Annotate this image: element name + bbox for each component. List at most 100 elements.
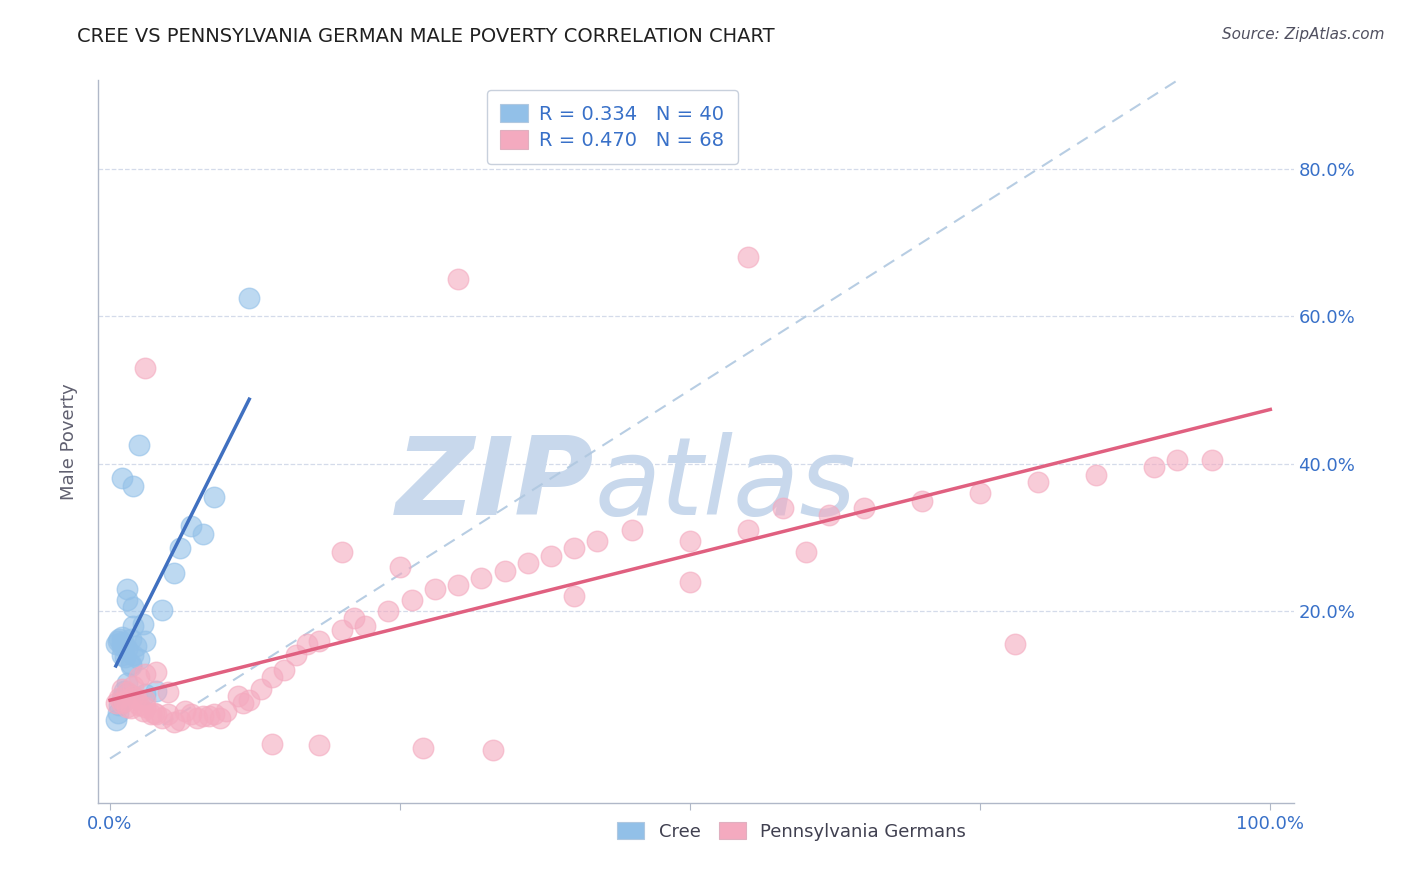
Point xyxy=(297,637,319,651)
Point xyxy=(494,564,516,578)
Point xyxy=(186,711,208,725)
Point xyxy=(330,545,353,559)
Point xyxy=(128,438,150,452)
Point xyxy=(238,291,260,305)
Point xyxy=(737,523,759,537)
Point xyxy=(911,493,934,508)
Point xyxy=(112,694,135,708)
Point xyxy=(122,479,145,493)
Point xyxy=(516,556,538,570)
Point xyxy=(262,737,284,751)
Point xyxy=(145,683,167,698)
Point xyxy=(794,545,817,559)
Point xyxy=(128,652,150,666)
Point xyxy=(117,582,139,596)
Point xyxy=(134,633,156,648)
Point xyxy=(209,711,232,725)
Point xyxy=(1201,453,1223,467)
Text: atlas: atlas xyxy=(595,433,856,537)
Point xyxy=(250,681,273,696)
Point xyxy=(117,642,139,657)
Point xyxy=(284,648,307,663)
Point xyxy=(104,637,127,651)
Point xyxy=(117,676,139,690)
Point xyxy=(111,691,134,706)
Point xyxy=(853,500,876,515)
Point xyxy=(389,560,412,574)
Point xyxy=(191,708,214,723)
Point xyxy=(1085,467,1108,482)
Point xyxy=(197,708,219,723)
Point xyxy=(308,633,330,648)
Point xyxy=(262,670,284,684)
Point xyxy=(117,593,139,607)
Point xyxy=(191,526,214,541)
Point xyxy=(145,665,167,679)
Point xyxy=(562,590,585,604)
Point xyxy=(180,519,202,533)
Point xyxy=(308,739,330,753)
Point xyxy=(447,578,470,592)
Point xyxy=(134,692,156,706)
Point xyxy=(122,619,145,633)
Point xyxy=(163,566,186,580)
Point xyxy=(128,670,150,684)
Point xyxy=(204,490,226,504)
Point xyxy=(1166,453,1188,467)
Point xyxy=(107,706,129,720)
Point xyxy=(157,685,180,699)
Point xyxy=(107,633,129,648)
Point xyxy=(120,701,142,715)
Point xyxy=(273,663,295,677)
Point xyxy=(772,500,794,515)
Point xyxy=(169,713,191,727)
Point xyxy=(377,604,399,618)
Point xyxy=(354,619,377,633)
Point xyxy=(108,691,131,706)
Point xyxy=(120,632,142,647)
Point xyxy=(238,692,260,706)
Point xyxy=(204,707,226,722)
Point xyxy=(124,640,146,654)
Point xyxy=(562,541,585,556)
Text: CREE VS PENNSYLVANIA GERMAN MALE POVERTY CORRELATION CHART: CREE VS PENNSYLVANIA GERMAN MALE POVERTY… xyxy=(77,27,775,45)
Point xyxy=(108,632,131,647)
Point xyxy=(343,611,366,625)
Point xyxy=(122,600,145,615)
Point xyxy=(143,706,166,720)
Point xyxy=(122,689,145,703)
Point xyxy=(134,360,156,375)
Point xyxy=(111,696,134,710)
Legend: Cree, Pennsylvania Germans: Cree, Pennsylvania Germans xyxy=(610,814,973,848)
Point xyxy=(134,687,156,701)
Point xyxy=(108,698,131,713)
Point xyxy=(169,541,191,556)
Point xyxy=(1026,475,1049,489)
Point xyxy=(120,659,142,673)
Point xyxy=(117,700,139,714)
Point xyxy=(180,707,202,722)
Point xyxy=(586,534,609,549)
Point xyxy=(401,593,423,607)
Point xyxy=(131,617,153,632)
Point xyxy=(163,714,186,729)
Text: ZIP: ZIP xyxy=(396,432,595,538)
Point xyxy=(134,666,156,681)
Point xyxy=(111,648,134,663)
Point xyxy=(134,700,156,714)
Point xyxy=(818,508,841,523)
Point xyxy=(104,713,127,727)
Point xyxy=(679,574,702,589)
Point xyxy=(139,707,162,722)
Point xyxy=(114,649,136,664)
Point xyxy=(482,742,505,756)
Point xyxy=(540,549,562,563)
Point xyxy=(1004,637,1026,651)
Point xyxy=(117,685,139,699)
Point xyxy=(111,635,134,649)
Point xyxy=(215,704,238,718)
Point xyxy=(122,679,145,693)
Point xyxy=(1143,460,1166,475)
Point xyxy=(104,696,127,710)
Point xyxy=(174,704,197,718)
